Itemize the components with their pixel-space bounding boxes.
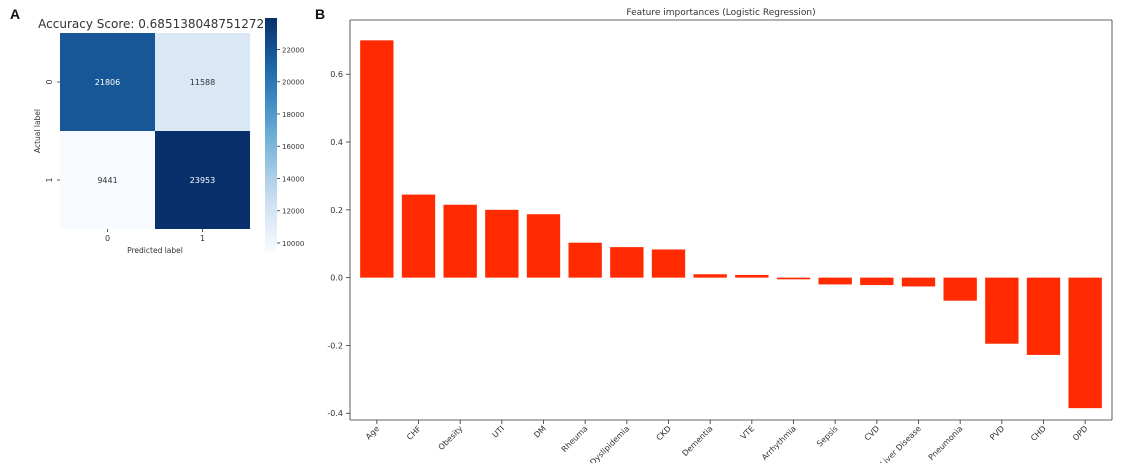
x-tick-label: Liver Disease	[879, 424, 923, 463]
panel-label-b: B	[315, 6, 326, 22]
confusion-matrix-y-axis-label: Actual label	[33, 109, 42, 153]
y-tick-label: -0.4	[327, 409, 343, 418]
x-tick-label: Sepsis	[815, 424, 839, 448]
bar	[693, 274, 727, 278]
bar	[985, 277, 1019, 344]
colorbar-tick-label: 22000	[282, 46, 304, 54]
bar	[401, 194, 436, 278]
colorbar-tick-label: 12000	[282, 208, 304, 216]
colorbar-tick-label: 10000	[282, 240, 304, 248]
bar	[1068, 277, 1102, 409]
confusion-matrix-cell-value: 11588	[190, 78, 215, 87]
colorbar-tick-label: 14000	[282, 175, 304, 183]
x-tick-label: CVD	[863, 424, 882, 443]
x-tick-label: DM	[532, 424, 548, 440]
bar	[526, 214, 561, 278]
y-tick-label: 0.2	[330, 206, 343, 215]
confusion-matrix-x-axis-label: Predicted label	[127, 246, 183, 255]
bar	[818, 277, 852, 285]
bar	[443, 204, 477, 278]
confusion-matrix-cell-value: 21806	[95, 78, 120, 87]
y-tick-label: 0.4	[330, 138, 343, 147]
bar	[943, 277, 977, 301]
y-tick-label: 0	[45, 79, 54, 84]
x-tick-label: Pneumonia	[927, 424, 965, 462]
confusion-matrix-cell-value: 9441	[97, 176, 117, 185]
feature-importance-title: Feature importances (Logistic Regression…	[626, 8, 815, 18]
panel-label-a: A	[10, 6, 21, 22]
y-tick-label: 0.0	[330, 274, 343, 283]
x-tick-label: VTE	[739, 424, 756, 441]
confusion-matrix-title: Accuracy Score: 0.6851380487512727	[38, 17, 272, 31]
colorbar-tick-label: 18000	[282, 111, 304, 119]
confusion-matrix-cell	[60, 131, 155, 229]
x-tick-label: CHF	[405, 424, 423, 442]
bar	[568, 242, 602, 278]
x-tick-label: Dyslipidemia	[588, 424, 631, 463]
x-tick-label: OPD	[1071, 424, 1090, 443]
confusion-matrix-cell-value: 23953	[190, 176, 215, 185]
bar	[610, 247, 644, 278]
bar	[485, 209, 519, 278]
bar	[651, 249, 686, 278]
feature-importance-chart: Feature importances (Logistic Regression…	[327, 8, 1113, 463]
y-tick-label: -0.2	[327, 341, 343, 350]
y-tick-label: 0.6	[330, 70, 343, 79]
x-tick-label: UTI	[491, 424, 507, 440]
bar	[360, 40, 394, 278]
y-tick-label: 1	[45, 177, 54, 182]
x-tick-label: 1	[200, 234, 205, 243]
x-tick-label: Age	[364, 424, 381, 441]
x-tick-label: Arrhythmia	[760, 424, 798, 462]
x-tick-label: Obesity	[437, 424, 465, 452]
x-tick-label: CHD	[1029, 424, 1048, 443]
confusion-matrix-cell	[60, 33, 155, 131]
bar	[901, 277, 936, 287]
colorbar	[265, 18, 277, 252]
bar	[1026, 277, 1061, 355]
confusion-matrix-chart: Accuracy Score: 0.6851380487512727 Predi…	[33, 17, 304, 255]
colorbar-tick-label: 16000	[282, 143, 304, 151]
x-tick-label: Dementia	[681, 424, 715, 458]
x-tick-label: PVD	[988, 424, 1006, 442]
bar	[860, 277, 894, 286]
x-tick-label: 0	[105, 234, 110, 243]
bar	[776, 277, 811, 280]
x-tick-label: Rheuma	[560, 424, 590, 454]
colorbar-tick-label: 20000	[282, 79, 304, 87]
confusion-matrix-cell	[155, 131, 250, 229]
x-tick-label: CKD	[655, 424, 673, 442]
bar	[735, 274, 769, 278]
confusion-matrix-cell	[155, 33, 250, 131]
